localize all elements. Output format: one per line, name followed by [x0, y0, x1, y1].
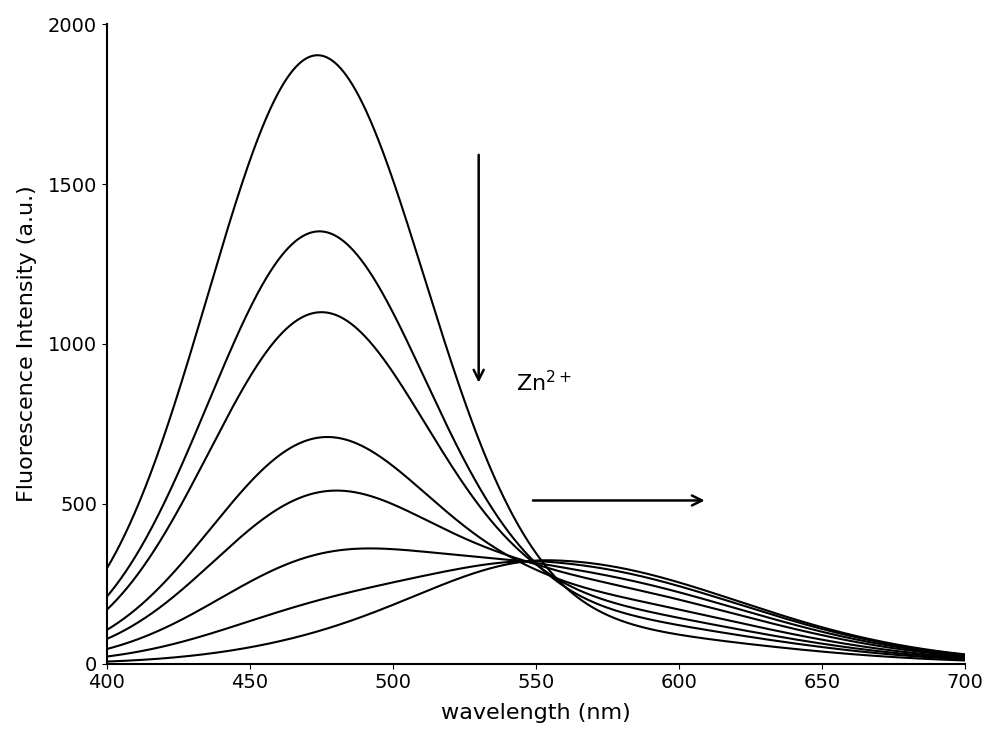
X-axis label: wavelength (nm): wavelength (nm)	[441, 703, 631, 723]
Y-axis label: Fluorescence Intensity (a.u.): Fluorescence Intensity (a.u.)	[17, 186, 37, 502]
Text: Zn$^{2+}$: Zn$^{2+}$	[516, 369, 572, 395]
